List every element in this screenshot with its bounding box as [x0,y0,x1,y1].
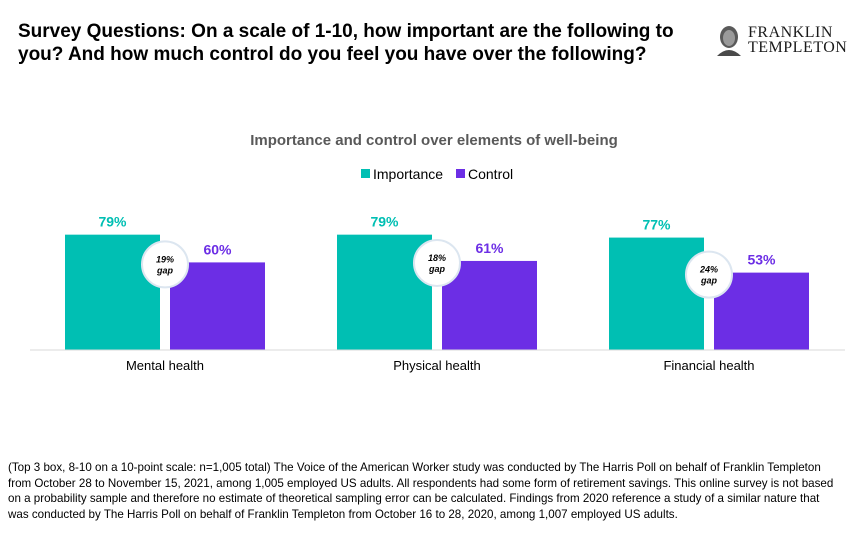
bar-groups: 79%60%Mental health19%gap79%61%Physical … [65,214,809,373]
gap-word-0: gap [156,265,174,275]
data-label-2-1: 53% [747,252,776,268]
bar-0-1 [170,262,265,350]
legend-swatch-0 [361,169,370,178]
gap-circle-2 [685,250,733,299]
legend-swatch-1 [456,169,465,178]
gap-circle-1 [413,238,461,287]
bar-2-0 [609,237,704,350]
data-label-2-0: 77% [642,217,671,233]
x-tick-label-2: Financial health [663,358,754,373]
well-being-bar-chart: Importance and control over elements of … [30,132,845,373]
page-title: Survey Questions: On a scale of 1-10, ho… [18,21,674,65]
gap-word-1: gap [428,264,446,274]
gap-value-1: 18% [428,253,446,263]
bar-1-1 [442,260,537,350]
gap-word-2: gap [700,276,718,286]
logo-line-2: TEMPLETON [748,39,848,56]
franklin-templeton-logo: FRANKLIN TEMPLETON [714,24,856,56]
data-label-1-0: 79% [370,214,399,230]
legend-label-0: Importance [373,166,443,182]
legend-label-1: Control [468,166,513,182]
x-tick-label-1: Physical health [393,358,480,373]
data-label-0-0: 79% [98,214,127,230]
x-tick-label-0: Mental health [126,358,204,373]
data-label-1-1: 61% [475,240,504,256]
gap-value-0: 19% [156,254,174,264]
chart-legend: Importance Control [361,166,513,182]
footnote: (Top 3 box, 8-10 on a 10-point scale: n=… [8,461,834,521]
gap-circle-0 [141,240,189,289]
data-label-0-1: 60% [203,241,232,257]
logo-line-1: FRANKLIN [748,24,833,41]
chart-title: Importance and control over elements of … [250,132,618,149]
gap-value-2: 24% [699,265,718,275]
franklin-portrait-logo-icon [717,26,741,56]
